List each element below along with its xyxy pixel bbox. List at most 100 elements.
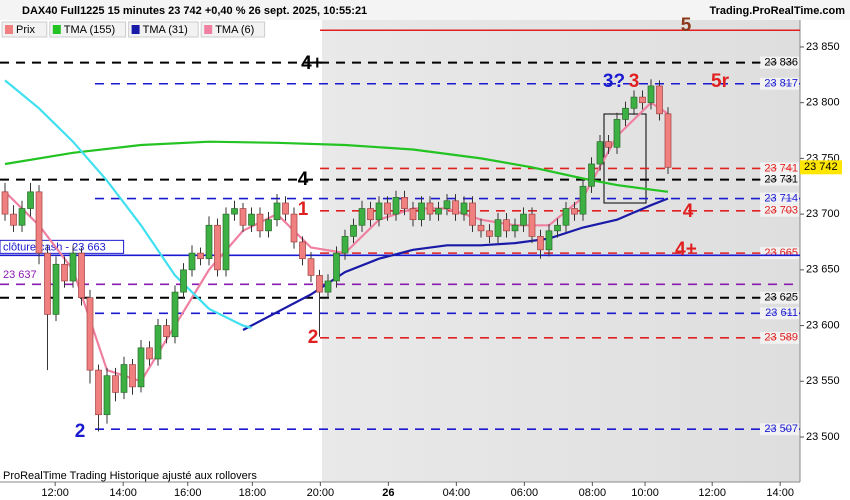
candle-body <box>367 208 374 221</box>
candle-body <box>639 96 646 104</box>
candle-body <box>392 197 400 215</box>
candle-body <box>154 325 162 360</box>
candle-body <box>545 230 553 251</box>
candle-body <box>596 141 604 165</box>
candle-body <box>613 119 621 148</box>
legend: Prix TMA (155) TMA (31) TMA (6) <box>1 21 266 38</box>
candle-body <box>647 85 655 104</box>
candle-body <box>486 230 493 237</box>
candle-body <box>409 208 417 221</box>
level-label-bg <box>760 423 799 436</box>
candle-body <box>605 141 612 148</box>
level-label-bg <box>760 204 799 217</box>
candle-body <box>282 202 289 215</box>
level-label-bg <box>760 77 799 90</box>
level-label-bg <box>760 56 799 69</box>
x-tick-label: 10:00 <box>631 487 659 499</box>
legend-label: TMA (155) <box>64 24 115 36</box>
candle-body <box>511 224 519 232</box>
candle-body <box>44 252 51 315</box>
legend-item <box>49 21 127 38</box>
candle-body <box>664 113 672 168</box>
x-tick-label: 20:00 <box>307 487 335 499</box>
candle-body <box>452 200 459 215</box>
y-tick-label: 23 550 <box>806 375 840 387</box>
candle-body <box>137 347 145 388</box>
candle-body <box>307 258 315 276</box>
level-label: 23 589 <box>764 332 798 344</box>
legend-item <box>128 21 199 38</box>
annotation: 5r <box>711 71 730 92</box>
candle-body <box>469 202 476 226</box>
candle-body <box>656 85 663 115</box>
candle-body <box>197 252 204 260</box>
candle-body <box>27 191 34 209</box>
level-label-bg <box>760 331 799 344</box>
level-label-bg <box>760 291 799 304</box>
level-label-bg <box>760 173 799 186</box>
candle-body <box>579 185 587 215</box>
candle-body <box>273 202 281 221</box>
candle-body <box>435 208 442 215</box>
footer: ProRealTime Trading Historique ajusté au… <box>3 470 257 482</box>
annotation: 5 <box>681 15 692 36</box>
level-label-bg <box>760 307 799 320</box>
legend-swatch <box>204 25 213 34</box>
candle-body <box>384 202 391 215</box>
price-tag-label: 23 742 <box>804 161 838 173</box>
candle-body <box>52 263 60 315</box>
annotation: 3 <box>629 71 640 92</box>
candle-body <box>95 369 102 416</box>
x-tick-label: 18:00 <box>239 487 267 499</box>
candle-body <box>477 224 485 232</box>
candle-body <box>333 252 340 282</box>
candle-body <box>205 224 213 260</box>
x-tick-label: 08:00 <box>579 487 607 499</box>
level-label: 23 731 <box>764 173 798 185</box>
annotation: 4+ <box>675 239 697 260</box>
x-tick-label: 14:00 <box>109 487 137 499</box>
candle-body <box>341 236 349 254</box>
y-tick-label: 23 600 <box>806 319 840 331</box>
candle-body <box>1 191 9 215</box>
candle-body <box>180 269 187 293</box>
legend-swatch <box>5 25 13 34</box>
annotation: 4 <box>683 201 694 222</box>
candle-body <box>18 208 26 226</box>
session-shade <box>322 20 800 482</box>
candle-body <box>248 213 255 226</box>
annotation: 2 <box>75 421 86 442</box>
candle-body <box>358 208 366 226</box>
candle-body <box>571 208 578 215</box>
annotation: 4 <box>298 169 309 190</box>
candle-body <box>61 263 68 282</box>
candle-body <box>112 375 119 393</box>
legend-label: TMA (31) <box>143 24 188 36</box>
y-tick-label: 23 700 <box>806 208 840 220</box>
x-tick-label: 26 <box>382 487 394 499</box>
level-label: 23 665 <box>764 247 798 259</box>
candle-body <box>537 236 544 251</box>
candle-body <box>460 202 468 215</box>
y-tick-label: 23 800 <box>806 97 840 109</box>
candle-body <box>146 347 153 360</box>
candle-body <box>562 208 570 226</box>
candle-body <box>188 252 196 271</box>
x-tick-label: 12:00 <box>698 487 726 499</box>
moving-average <box>4 79 252 329</box>
candle-body <box>630 96 638 109</box>
candle-body <box>78 252 85 299</box>
candle-body <box>265 219 272 232</box>
y-tick-label: 23 650 <box>806 264 840 276</box>
x-tick-label: 06:00 <box>511 487 539 499</box>
brand: Trading.ProRealTime.com <box>709 5 845 17</box>
annotation: 2 <box>308 327 319 348</box>
level-label: 23 714 <box>764 192 798 204</box>
candle-body <box>35 191 43 254</box>
annotation: 3? <box>603 71 625 92</box>
candle-body <box>299 241 306 260</box>
legend-swatch <box>52 25 61 34</box>
x-tick-label: 14:00 <box>766 487 794 499</box>
x-tick-label: 12:00 <box>41 487 69 499</box>
candle-body <box>86 297 94 371</box>
